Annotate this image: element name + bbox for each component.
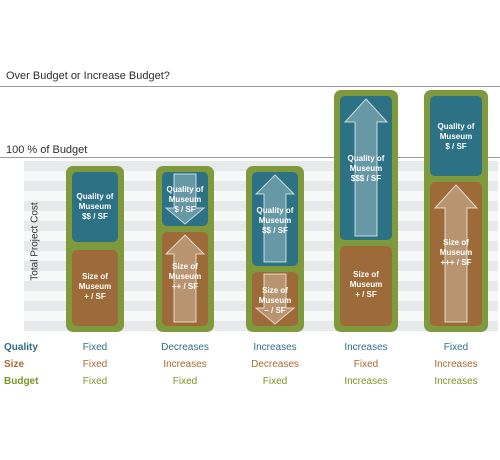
scenario-4-size-status: Fixed	[353, 359, 379, 370]
scenario-2-quality-box: Quality of Museum $ / SF	[162, 172, 208, 226]
diagram-title: Over Budget or Increase Budget?	[6, 70, 170, 82]
scenario-4-size-text: Size of Museum + / SF	[349, 270, 383, 299]
scenario-1-budget-status: Fixed	[82, 376, 108, 387]
scenario-5-size-up-arrow	[433, 184, 479, 323]
over-budget-rule	[0, 86, 500, 87]
scenario-3-quality-text: Quality of Museum $$ / SF	[256, 206, 294, 235]
scenario-4-column: Quality of Museum $$$ / SF Size of Museum + …	[334, 90, 398, 332]
scenario-1-size-status: Fixed	[82, 359, 108, 370]
scenario-3-size-down-arrow	[254, 273, 296, 325]
scenario-2-quality-text: Quality of Museum $ / SF	[166, 185, 204, 214]
scenario-5-quality-box: Quality of Museum $ / SF	[430, 96, 482, 176]
scenario-4-size-box: Size of Museum + / SF	[340, 246, 392, 326]
scenario-2-size-box: Size of Museum ++ / SF	[162, 232, 208, 326]
scenario-5-size-box: Size of Museum +++ / SF	[430, 182, 482, 326]
scenario-3-column: Quality of Museum $$ / SF Size of Museum – /…	[246, 166, 304, 332]
scenario-5-quality-status: Fixed	[443, 342, 469, 353]
scenario-5-size-status: Increases	[434, 359, 478, 370]
budget-line-label: 100 % of Budget	[6, 144, 88, 156]
scenario-1-quality-text: Quality of Museum $$ / SF	[76, 192, 114, 221]
scenario-4-quality-up-arrow	[343, 98, 389, 237]
scenario-3-budget-status: Fixed	[262, 376, 288, 387]
scenario-4-quality-status: Increases	[344, 342, 388, 353]
scenario-2-quality-status: Decreases	[161, 342, 209, 353]
scenario-5-budget-status: Increases	[434, 376, 478, 387]
scenario-1-size-text: Size of Museum + / SF	[78, 272, 112, 301]
scenario-4-quality-box: Quality of Museum $$$ / SF	[340, 96, 392, 240]
budget-rule	[0, 157, 500, 158]
row-label-size: Size	[4, 359, 25, 370]
scenario-3-size-text: Size of Museum – / SF	[258, 286, 292, 315]
scenario-5-quality-text: Quality of Museum $ / SF	[437, 122, 475, 151]
scenario-1-size-box: Size of Museum + / SF	[72, 250, 118, 326]
scenario-1-quality-status: Fixed	[82, 342, 108, 353]
scenario-5-size-text: Size of Museum +++ / SF	[439, 238, 473, 267]
row-label-quality: Quality	[4, 342, 38, 353]
scenario-5-column: Quality of Museum $ / SF Size of Museum +++ …	[424, 90, 488, 332]
scenario-3-size-box: Size of Museum – / SF	[252, 272, 298, 326]
scenario-1-column: Quality of Museum $$ / SF Size of Museum + /…	[66, 166, 124, 332]
scenario-3-quality-box: Quality of Museum $$ / SF	[252, 172, 298, 266]
scenario-2-size-status: Increases	[163, 359, 207, 370]
scenario-3-size-status: Decreases	[251, 359, 299, 370]
scenario-3-quality-status: Increases	[253, 342, 297, 353]
scenario-4-budget-status: Increases	[344, 376, 388, 387]
scenario-2-column: Quality of Museum $ / SF Size of Museum ++ /…	[156, 166, 214, 332]
scenario-4-quality-text: Quality of Museum $$$ / SF	[347, 154, 385, 183]
scenario-2-size-text: Size of Museum ++ / SF	[168, 262, 202, 291]
scenario-2-quality-down-arrow	[164, 173, 206, 225]
scenario-1-quality-box: Quality of Museum $$ / SF	[72, 172, 118, 242]
scenario-3-quality-up-arrow	[254, 174, 296, 263]
scenario-2-budget-status: Fixed	[172, 376, 198, 387]
y-axis-label: Total Project Cost	[29, 202, 41, 281]
row-label-budget: Budget	[4, 376, 39, 387]
scenario-2-size-up-arrow	[164, 234, 206, 323]
